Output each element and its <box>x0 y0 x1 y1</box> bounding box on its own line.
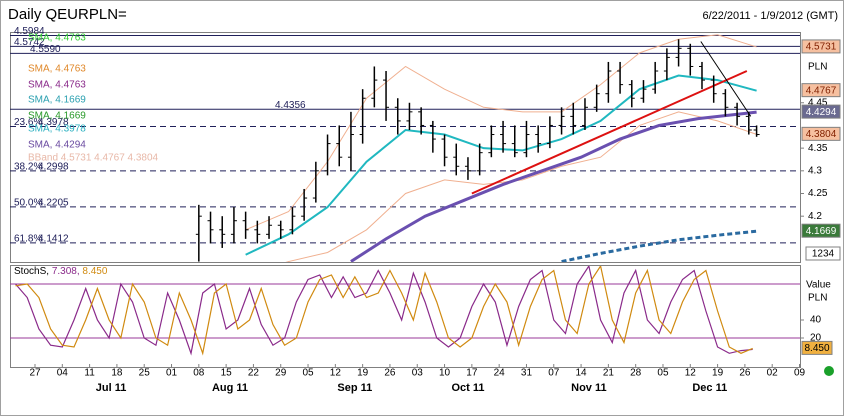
fib-value: 4.1412 <box>38 233 69 244</box>
status-dot <box>824 366 834 376</box>
y-tick-label: 4.25 <box>808 188 828 199</box>
x-tick-label: 28 <box>630 368 642 379</box>
fib-value: 4.5742 <box>14 37 45 48</box>
month-label: Dec 11 <box>692 382 727 394</box>
x-tick-label: 05 <box>302 368 314 379</box>
legend-entry: SMA, 4.4763 <box>28 33 86 44</box>
x-tick-label: 02 <box>767 368 779 379</box>
stoch-legend-part: 8.450 <box>82 266 107 277</box>
x-tick-label: 12 <box>685 368 697 379</box>
legend-entry: SMA, 4.1669 <box>28 111 86 122</box>
y-tick-label: 4.3 <box>808 165 822 176</box>
fib-value: 4.2205 <box>38 198 69 209</box>
stoch-legend-part: StochS, <box>14 266 52 277</box>
x-tick-label: 11 <box>84 368 95 379</box>
price-label: 4.5731 <box>806 42 837 53</box>
fib-value: 4.2998 <box>38 162 69 173</box>
stoch-plot <box>10 266 800 356</box>
overlay-line <box>700 41 752 117</box>
x-tick-label: 31 <box>521 368 533 379</box>
price-label: 4.3804 <box>806 129 837 140</box>
price-label: 4.1669 <box>806 226 837 237</box>
fib-pct: 61.8% <box>14 233 42 244</box>
x-tick-label: 25 <box>139 368 151 379</box>
stoch-header: Value <box>806 280 831 291</box>
overlay-line <box>245 34 757 231</box>
x-tick-label: 24 <box>494 368 506 379</box>
stoch-tick-label: 40 <box>810 315 822 326</box>
x-tick-label: 08 <box>193 368 205 379</box>
stoch-last-box <box>801 340 833 355</box>
y-tick-label: 4.45 <box>808 97 828 108</box>
currency: PLN <box>808 62 827 73</box>
price-plot <box>10 34 800 262</box>
legend-entry: SMA, 4.4763 <box>28 80 86 91</box>
stoch-currency: PLN <box>808 293 827 304</box>
stoch-legend: StochS, 7.308, 8.450 <box>14 266 108 277</box>
x-tick-label: 15 <box>221 368 233 379</box>
price-label-box <box>801 39 841 54</box>
month-label: Oct 11 <box>451 382 484 394</box>
legend-entry: SMA, 4.4294 <box>28 140 86 151</box>
x-tick-label: 05 <box>657 368 669 379</box>
x-tick-label: 18 <box>111 368 123 379</box>
info-label: 1234 <box>812 249 835 260</box>
y-tick-label: 4.35 <box>808 143 828 154</box>
legend-entry: SMA, 4.4763 <box>28 64 86 75</box>
x-tick-label: 17 <box>466 368 478 379</box>
overlay-line <box>471 70 748 195</box>
x-tick-label: 29 <box>275 368 287 379</box>
x-tick-label: 09 <box>794 368 806 379</box>
x-tick-label: 03 <box>412 368 424 379</box>
stoch-last-label: 8.450 <box>804 343 829 354</box>
price-label-box <box>801 223 841 238</box>
month-label: Jul 11 <box>96 382 127 394</box>
fib-value: 4.5984 <box>14 26 45 37</box>
month-label: Sep 11 <box>337 382 372 394</box>
overlay-line <box>561 229 757 262</box>
stoch-tick-label: 20 <box>810 333 822 344</box>
date-range: 6/22/2011 - 1/9/2012 (GMT) <box>702 10 838 22</box>
x-tick-label: 04 <box>57 368 69 379</box>
fib-pct: 23.6% <box>14 117 42 128</box>
legend-entry: SMA, 4.3978 <box>28 124 86 135</box>
legend-entry: SMA, 4.1669 <box>28 95 86 106</box>
price-label-box <box>801 83 841 98</box>
x-tick-label: 22 <box>248 368 260 379</box>
stoch-panel <box>10 265 801 368</box>
overlay-line <box>350 110 757 262</box>
price-panel <box>10 32 801 263</box>
price-label: 4.4767 <box>806 85 837 96</box>
fib-value: 4.4356 <box>275 100 306 111</box>
x-tick-label: 26 <box>739 368 751 379</box>
x-tick-label: 01 <box>166 368 178 379</box>
month-label: Nov 11 <box>571 382 606 394</box>
x-tick-label: 26 <box>384 368 396 379</box>
legend-entry: BBand 4.5731 4.4767 4.3804 <box>28 153 159 164</box>
x-tick-label: 07 <box>548 368 560 379</box>
stoch-line <box>15 266 753 356</box>
overlay-line <box>285 111 757 262</box>
price-label-box <box>801 104 841 119</box>
fib-value: 4.3978 <box>38 117 69 128</box>
x-tick-label: 12 <box>330 368 342 379</box>
info-box <box>805 246 841 261</box>
stoch-legend-part: 7.308, <box>52 266 83 277</box>
x-tick-label: 27 <box>29 368 41 379</box>
chart-title: Daily QEURPLN= <box>8 6 127 23</box>
price-label: 4.4294 <box>806 107 837 118</box>
fib-pct: 38.2% <box>14 162 42 173</box>
fib-value: 4.5590 <box>30 44 61 55</box>
price-label-box <box>801 126 841 141</box>
x-tick-label: 19 <box>357 368 369 379</box>
x-tick-label: 21 <box>603 368 615 379</box>
x-tick-label: 14 <box>576 368 588 379</box>
x-tick-label: 10 <box>439 368 451 379</box>
fib-pct: 50.0% <box>14 198 42 209</box>
x-tick-label: 19 <box>712 368 724 379</box>
month-label: Aug 11 <box>212 382 248 394</box>
y-tick-label: 4.2 <box>808 211 822 222</box>
